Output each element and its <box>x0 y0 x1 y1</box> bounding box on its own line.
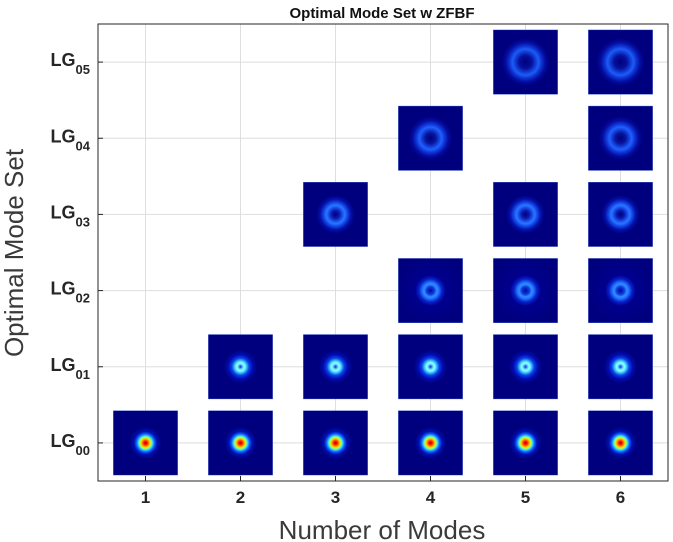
mode-tile-lg01-n3 <box>303 334 368 400</box>
y-tick-label-LG04: LG04 <box>51 126 91 153</box>
x-tick-label-1: 1 <box>141 488 150 507</box>
mode-intensity-profile <box>493 30 558 95</box>
y-tick-label-LG00: LG00 <box>51 431 90 458</box>
mode-tile-lg00-n3 <box>303 410 368 476</box>
mode-intensity-profile <box>208 334 273 399</box>
mode-tile-lg02-n6 <box>588 258 653 323</box>
x-axis-ticks: 1 2 3 4 5 6 <box>141 476 625 507</box>
mode-tile-lg00-n6 <box>588 410 653 476</box>
mode-tile-lg03-n6 <box>588 182 653 247</box>
mode-intensity-profile <box>398 410 463 475</box>
mode-intensity-profile <box>588 106 653 171</box>
mode-intensity-profile <box>493 334 558 399</box>
mode-tile-lg01-n2 <box>208 334 273 400</box>
y-tick-label-LG03: LG03 <box>51 202 90 229</box>
mode-intensity-profile <box>588 410 653 475</box>
x-tick-label-3: 3 <box>331 488 340 507</box>
mode-tile-lg00-n5 <box>493 410 558 476</box>
mode-tile-lg01-n5 <box>493 334 558 400</box>
mode-tile-lg03-n5 <box>493 182 558 247</box>
mode-intensity-profile <box>398 106 463 171</box>
mode-tiles <box>113 29 653 476</box>
x-tick-label-4: 4 <box>426 488 436 507</box>
mode-tile-lg00-n4 <box>398 410 463 476</box>
mode-intensity-profile <box>588 334 653 399</box>
mode-tile-lg05-n6 <box>588 29 653 95</box>
mode-tile-lg02-n5 <box>493 258 558 323</box>
mode-intensity-profile <box>303 334 368 399</box>
mode-intensity-profile <box>493 182 558 247</box>
mode-intensity-profile <box>588 258 653 323</box>
mode-intensity-profile <box>208 410 273 475</box>
x-tick-label-5: 5 <box>521 488 530 507</box>
mode-tile-lg05-n5 <box>493 29 558 95</box>
mode-tile-lg04-n6 <box>588 105 653 171</box>
mode-tile-lg01-n4 <box>398 334 463 400</box>
mode-tile-lg02-n4 <box>398 258 463 323</box>
y-axis-label: Optimal Mode Set <box>0 148 29 357</box>
chart-title: Optimal Mode Set w ZFBF <box>289 5 474 22</box>
mode-tile-lg03-n3 <box>303 182 368 247</box>
axes-frame <box>97 23 669 482</box>
mode-intensity-profile <box>398 334 463 399</box>
mode-intensity-profile <box>588 182 653 247</box>
y-tick-label-LG05: LG05 <box>51 50 90 77</box>
mode-intensity-profile <box>588 30 653 95</box>
mode-intensity-profile <box>113 410 178 475</box>
x-axis-label: Number of Modes <box>279 515 486 542</box>
mode-tile-lg04-n4 <box>398 105 463 171</box>
mode-intensity-profile <box>398 258 463 323</box>
x-tick-label-6: 6 <box>616 488 625 507</box>
mode-intensity-profile <box>303 182 368 247</box>
mode-intensity-profile <box>493 410 558 475</box>
grid-lines <box>98 24 668 481</box>
mode-intensity-profile <box>303 410 368 475</box>
y-tick-label-LG02: LG02 <box>51 279 90 306</box>
mode-tile-lg00-n2 <box>208 410 273 476</box>
x-tick-label-2: 2 <box>236 488 245 507</box>
y-axis-ticks: LG00 LG01 LG02 LG03 LG04 LG05 <box>51 50 103 458</box>
mode-intensity-profile <box>493 258 558 323</box>
mode-tile-lg00-n1 <box>113 410 178 476</box>
mode-tile-lg01-n6 <box>588 334 653 400</box>
y-tick-label-LG01: LG01 <box>51 355 90 382</box>
